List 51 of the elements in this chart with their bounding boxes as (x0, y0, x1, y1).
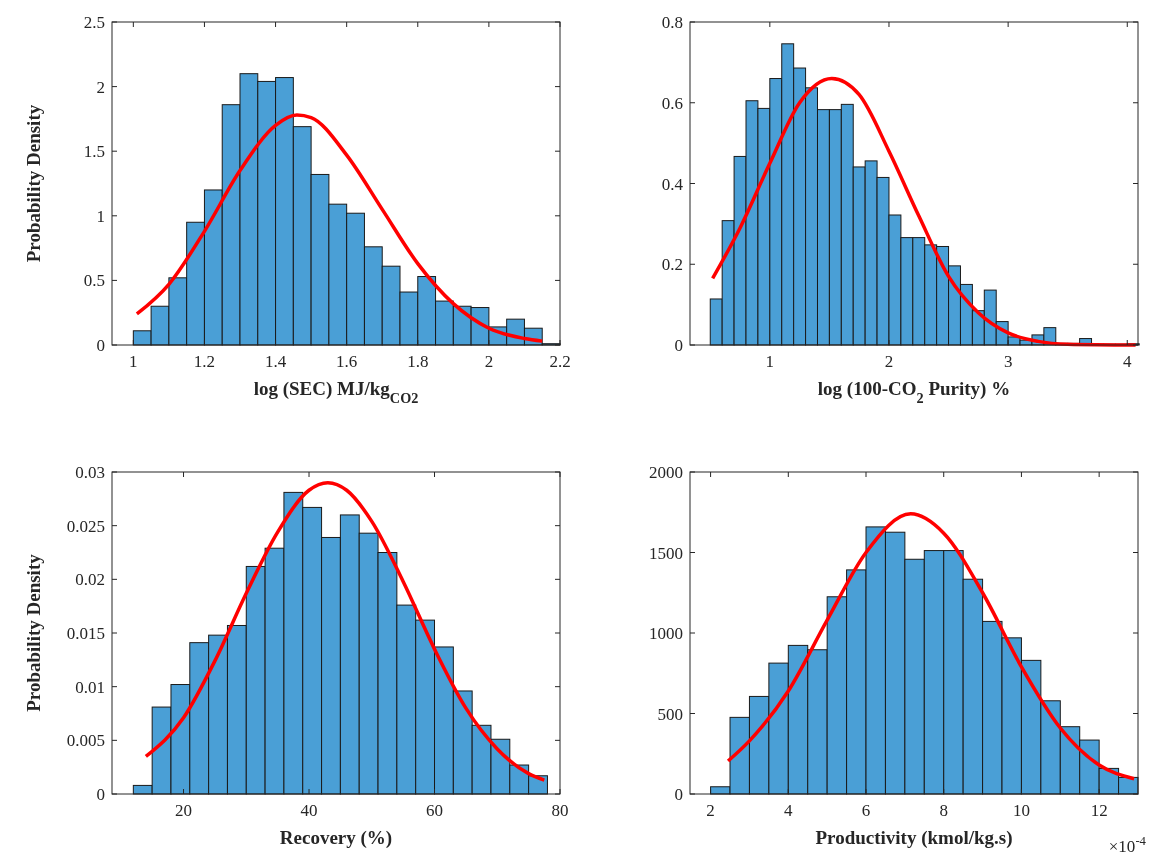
x-tick-label: 1.6 (336, 352, 358, 371)
x-tick-label: 1.4 (264, 352, 287, 371)
x-tick-label: 8 (939, 801, 948, 820)
x-tick-label: 2 (884, 352, 894, 371)
y-tick-label: 1500 (649, 543, 683, 563)
y-tick-label: 0.025 (66, 516, 105, 536)
y-tick-label: 0.8 (661, 13, 683, 32)
y-tick-label: 0.03 (75, 463, 105, 482)
x-axis-title: Recovery (%) (279, 827, 393, 849)
y-tick-label: 2.5 (83, 13, 105, 32)
x-tick-label: 6 (861, 801, 871, 820)
y-tick-label: 0.6 (661, 93, 683, 113)
y-tick-label: 0.005 (66, 731, 105, 751)
y-tick-label: 0.02 (75, 570, 105, 590)
text: ×10$^{-4}$ (1108, 834, 1147, 856)
x-tick-label: 60 (426, 801, 444, 820)
x-tick-label: 1 (129, 352, 138, 371)
y-tick-label: 2000 (649, 463, 683, 482)
y-tick-label: 500 (657, 704, 683, 724)
x-tick-label: 4 (1123, 352, 1133, 371)
y-tick-label: 0 (674, 336, 683, 355)
y-tick-label: 1.5 (83, 142, 105, 162)
x-tick-label: 1.2 (193, 352, 216, 371)
x-tick-label: 10 (1012, 801, 1030, 820)
x-tick-label: 1.8 (407, 352, 429, 371)
y-tick-label: 0.5 (83, 271, 105, 291)
y-axis-title: Probability Density (23, 104, 44, 263)
y-tick-label: 0.4 (661, 174, 684, 194)
y-tick-label: 0.2 (661, 255, 683, 275)
x-tick-label: 4 (784, 801, 794, 820)
x-axis-title: Productivity (kmol/kg.s) (815, 827, 1013, 849)
x-tick-label: 2 (484, 352, 494, 371)
x-tick-label: 40 (300, 801, 318, 820)
x-axis-title: log (SEC) MJ/kg$_{CO2}$ (253, 378, 419, 406)
y-tick-label: 0.01 (75, 677, 105, 697)
x-axis-title: log (100-CO$_{2}$ Purity) % (817, 378, 1011, 406)
x-tick-label: 80 (551, 801, 569, 820)
y-tick-label: 0 (674, 785, 683, 804)
y-tick-label: 0.015 (66, 624, 105, 643)
x-tick-label: 1 (765, 352, 775, 371)
x-tick-label: 3 (1003, 352, 1013, 371)
x-tick-label: 2.2 (549, 352, 571, 371)
x-tick-label: 2 (706, 801, 715, 820)
x-tick-label: 20 (175, 801, 193, 820)
y-tick-label: 1 (96, 206, 105, 226)
y-tick-label: 0 (96, 336, 105, 355)
y-tick-label: 1000 (649, 624, 683, 643)
x-tick-label: 12 (1090, 801, 1108, 820)
y-axis-title: Probability Density (23, 553, 44, 712)
y-tick-label: 2 (96, 77, 105, 97)
y-tick-label: 0 (96, 785, 105, 804)
